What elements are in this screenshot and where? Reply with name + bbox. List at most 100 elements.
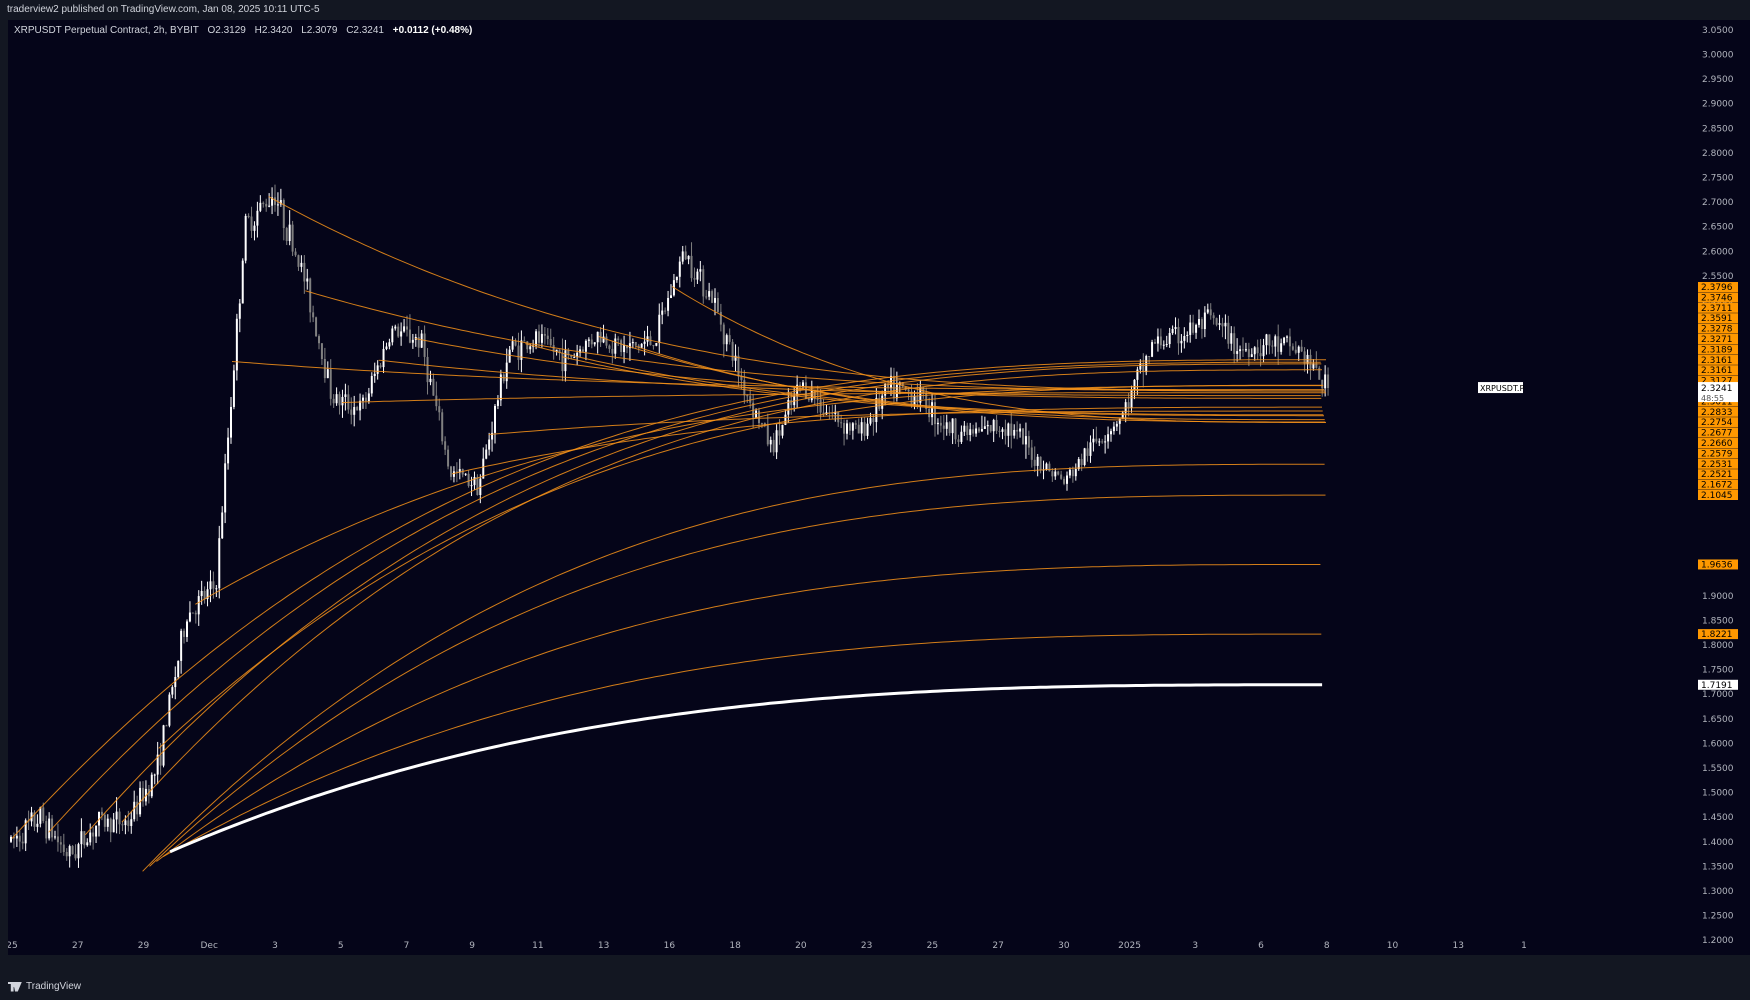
candle-body [664, 310, 667, 312]
candle-body [661, 310, 664, 315]
candle-body [397, 326, 400, 337]
level-tag[interactable]: 2.3278 [1698, 323, 1738, 335]
level-tag[interactable]: 2.2579 [1698, 448, 1738, 459]
level-tag[interactable]: 2.2531 [1698, 458, 1738, 470]
time-tick-label: 18 [729, 941, 741, 951]
candle-body [910, 391, 913, 405]
candle-body [540, 334, 543, 343]
level-tag-bg [1698, 458, 1738, 469]
candle-body [555, 349, 558, 352]
candle-body [1312, 363, 1315, 369]
price-tick-label: 2.7000 [1702, 198, 1734, 208]
level-tag[interactable]: 2.3746 [1698, 292, 1738, 303]
level-tag[interactable]: 2.3711 [1698, 302, 1738, 314]
candle-body [221, 512, 224, 539]
level-tag[interactable]: 1.9636 [1698, 559, 1738, 570]
candle-body [922, 387, 925, 394]
candle-body [1215, 318, 1218, 325]
candle-body [1277, 336, 1280, 352]
level-tag[interactable]: 2.3161 [1698, 354, 1738, 366]
low-value: L2.3079 [301, 25, 338, 36]
candle-body [658, 314, 661, 344]
level-tag[interactable]: 2.3591 [1698, 313, 1738, 324]
level-tag[interactable]: 2.2754 [1698, 417, 1738, 428]
candle-body [1030, 447, 1033, 460]
candle-body [714, 298, 716, 303]
candle-body [209, 581, 212, 590]
candle-body [1162, 344, 1165, 346]
candle-body [95, 825, 98, 837]
candle-body [1189, 322, 1192, 335]
candle-body [995, 419, 998, 431]
candle-body [432, 378, 435, 396]
level-tag[interactable]: 2.2677 [1698, 427, 1738, 439]
candle-body [1022, 428, 1024, 445]
candle-body [244, 215, 247, 261]
candle-body [423, 333, 426, 357]
price-axis[interactable]: 3.0500 3.0000 2.9500 2.9000 2.8500 2.8000 2.75… [1698, 20, 1750, 955]
level-tag[interactable]: 2.2660 [1698, 438, 1738, 449]
level-tag[interactable]: 2.3161 [1698, 365, 1738, 376]
candle-body [77, 844, 80, 859]
candle-body [737, 355, 740, 377]
level-tag[interactable]: 1.8221 [1698, 629, 1738, 640]
candle-body [188, 612, 191, 622]
symbol-price-tag[interactable]: XRPUSDT.P [1478, 382, 1524, 394]
candle-body [385, 346, 388, 349]
symbol-tag-label: XRPUSDT.P [1480, 384, 1524, 393]
level-tag[interactable]: 1.7191 [1698, 679, 1738, 691]
vwap-line [149, 494, 1326, 867]
candle-body [643, 341, 646, 344]
candle-body [763, 423, 766, 426]
level-tag[interactable]: 2.2521 [1698, 469, 1738, 480]
level-tag[interactable]: 2.2833 [1698, 406, 1738, 418]
candle-body [59, 842, 62, 845]
candle-body [455, 471, 458, 473]
price-tick-label: 2.8000 [1702, 149, 1734, 159]
level-tag[interactable]: 2.3127 [1698, 375, 1738, 387]
candles[interactable] [10, 184, 1330, 868]
candle-body [884, 383, 887, 396]
level-tag[interactable]: 2.3271 [1698, 334, 1738, 345]
candle-body [1321, 379, 1324, 389]
candle-body [705, 296, 708, 298]
time-tick-label: 13 [598, 941, 609, 951]
candle-body [71, 846, 74, 855]
symbol-legend: XRPUSDT Perpetual Contract, 2h, BYBIT O2… [14, 25, 472, 36]
candle-body [438, 406, 441, 413]
candle-body [230, 406, 232, 438]
candle-body [954, 418, 957, 440]
candle-body [631, 341, 634, 344]
level-tag[interactable]: 2.3796 [1698, 282, 1738, 293]
candle-body [848, 423, 851, 431]
level-tag[interactable]: 2.1672 [1698, 479, 1738, 491]
level-tag[interactable]: 2.1045 [1698, 490, 1738, 501]
candle-body [511, 341, 514, 350]
candle-body [1027, 436, 1030, 448]
price-axis-scale[interactable]: 3.0500 3.0000 2.9500 2.9000 2.8500 2.8000 2.75… [1698, 20, 1750, 955]
candle-body [467, 473, 470, 486]
time-axis[interactable]: 25 27 29 Dec 3 5 7 9 11 13 16 18 20 23 25 27 30 2025 3 6 8 10… [8, 941, 1527, 951]
candle-body [1286, 336, 1288, 338]
candle-body [969, 429, 972, 435]
candle-body [552, 345, 555, 352]
candle-body [931, 402, 934, 418]
vwap-line [378, 359, 1321, 397]
candle-body [1080, 459, 1083, 466]
candle-body [12, 836, 15, 839]
candle-body [106, 818, 109, 827]
price-chart[interactable]: 25 27 29 Dec 3 5 7 9 11 13 16 18 20 23 25 27 30 2025 3 6 8 10… [8, 20, 1698, 955]
tradingview-logo[interactable]: TradingView [8, 981, 81, 992]
candle-body [235, 318, 238, 371]
candle-body [426, 356, 429, 383]
candle-body [887, 383, 890, 388]
symbol-title[interactable]: XRPUSDT Perpetual Contract, 2h, BYBIT [14, 25, 199, 36]
level-tag-bg [1698, 313, 1738, 324]
level-tag[interactable]: 2.3189 [1698, 344, 1738, 355]
level-tag-label: 2.3127 [1701, 377, 1733, 387]
chart-pane[interactable]: 25 27 29 Dec 3 5 7 9 11 13 16 18 20 23 25 27 30 2025 3 6 8 10… [8, 20, 1698, 955]
candle-body [1086, 448, 1089, 456]
candle-body [300, 262, 303, 267]
candle-body [1107, 434, 1110, 442]
